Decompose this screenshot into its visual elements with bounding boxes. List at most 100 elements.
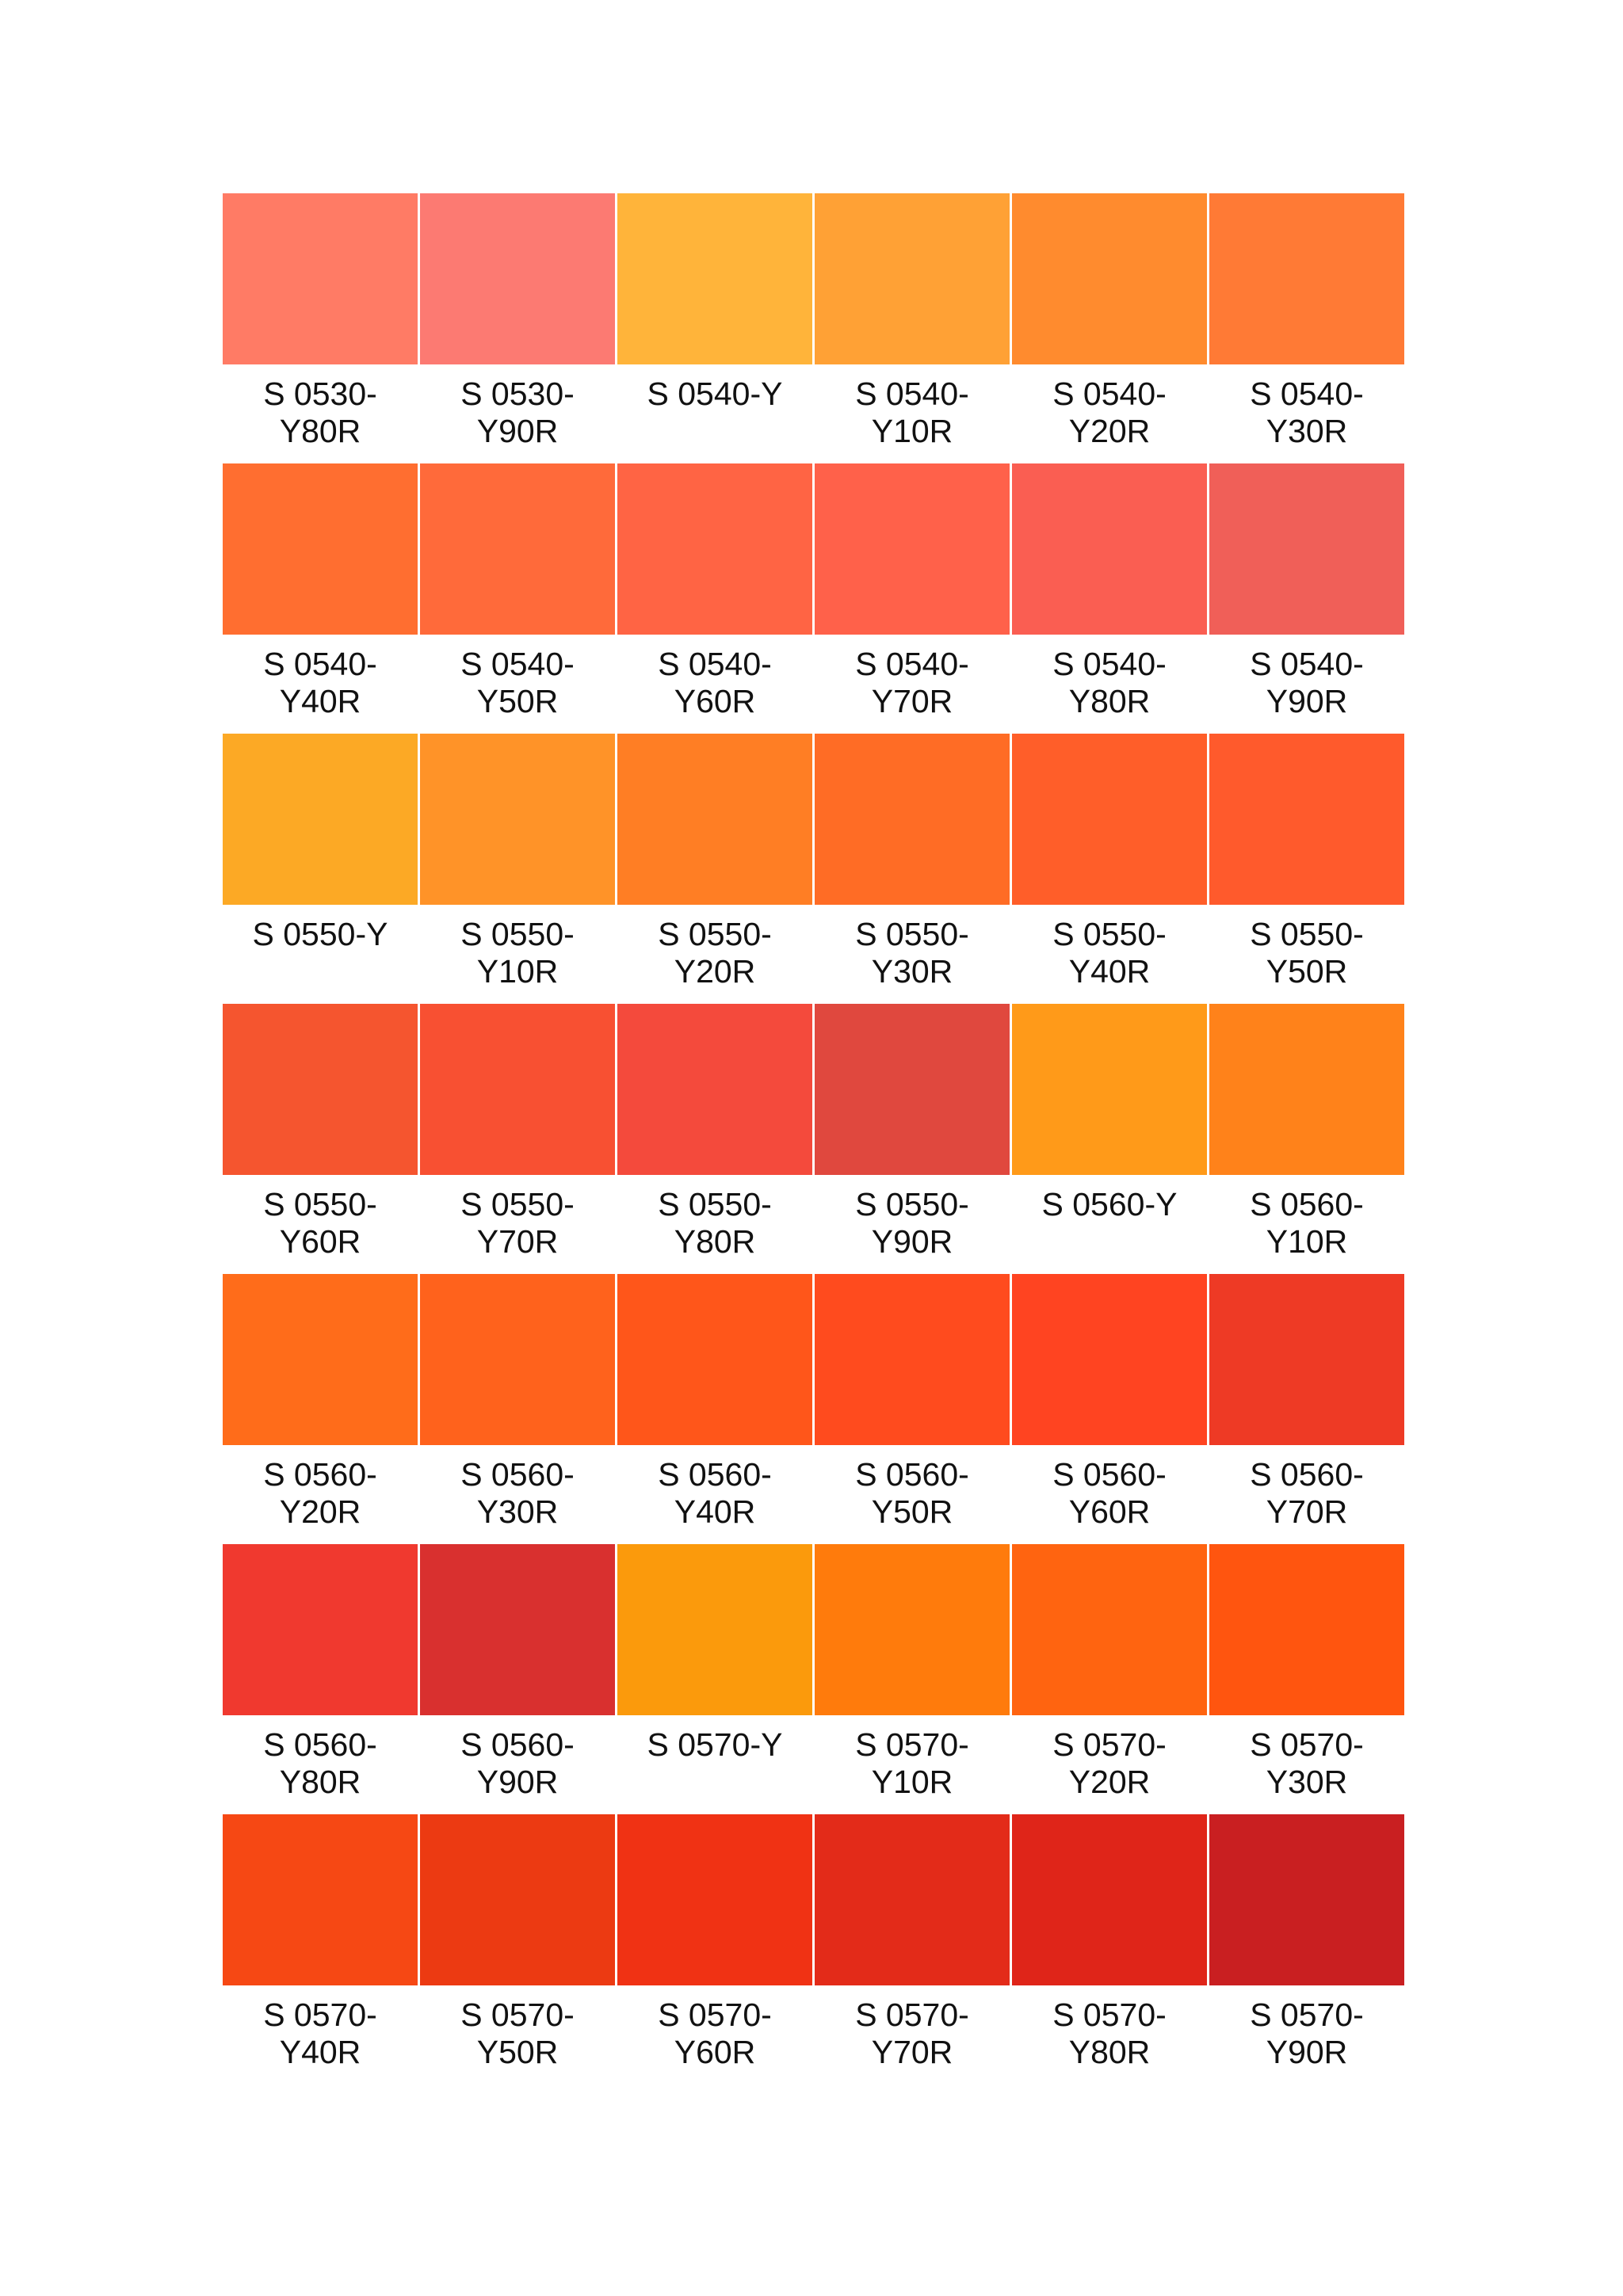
- swatch-label: S 0540-Y60R: [658, 646, 772, 719]
- swatch-label: S 0540-Y50R: [460, 646, 575, 719]
- swatch-label: S 0570-Y60R: [658, 1997, 772, 2070]
- color-swatch: [420, 734, 615, 905]
- swatch-cell: S 0540-Y50R: [420, 463, 615, 734]
- color-swatch: [617, 1004, 812, 1175]
- swatch-label: S 0560-Y80R: [263, 1726, 377, 1800]
- color-swatch: [1012, 1544, 1207, 1715]
- swatch-label: S 0550-Y90R: [855, 1186, 969, 1260]
- swatch-label: S 0540-Y30R: [1250, 376, 1364, 449]
- swatch-label: S 0570-Y30R: [1250, 1726, 1364, 1800]
- swatch-cell: S 0560-Y20R: [223, 1274, 418, 1544]
- swatch-label: S 0550-Y70R: [460, 1186, 575, 1260]
- swatch-cell: S 0560-Y60R: [1012, 1274, 1207, 1544]
- swatch-cell: S 0540-Y70R: [815, 463, 1010, 734]
- color-swatch: [617, 1274, 812, 1445]
- swatch-label: S 0560-Y20R: [263, 1456, 377, 1530]
- swatch-cell: S 0540-Y40R: [223, 463, 418, 734]
- color-swatch: [420, 463, 615, 635]
- swatch-cell: S 0570-Y70R: [815, 1814, 1010, 2084]
- swatch-label: S 0570-Y70R: [855, 1997, 969, 2070]
- swatch-cell: S 0540-Y: [617, 193, 812, 463]
- swatch-cell: S 0540-Y80R: [1012, 463, 1207, 734]
- swatch-cell: S 0550-Y40R: [1012, 734, 1207, 1004]
- swatch-cell: S 0540-Y90R: [1209, 463, 1404, 734]
- swatch-cell: S 0560-Y50R: [815, 1274, 1010, 1544]
- swatch-label: S 0560-Y40R: [658, 1456, 772, 1530]
- swatch-label: S 0560-Y: [1041, 1186, 1178, 1222]
- color-swatch: [1209, 463, 1404, 635]
- swatch-grid: S 0530-Y80R S 0530-Y90R S 0540-Y S 0540-Y10…: [223, 193, 1404, 2084]
- swatch-label: S 0570-Y10R: [855, 1726, 969, 1800]
- swatch-label: S 0570-Y50R: [460, 1997, 575, 2070]
- color-swatch: [617, 1814, 812, 1985]
- color-swatch: [1012, 1814, 1207, 1985]
- swatch-label: S 0560-Y70R: [1250, 1456, 1364, 1530]
- swatch-cell: S 0570-Y90R: [1209, 1814, 1404, 2084]
- swatch-label: S 0560-Y50R: [855, 1456, 969, 1530]
- swatch-cell: S 0540-Y60R: [617, 463, 812, 734]
- color-swatch: [1012, 1004, 1207, 1175]
- swatch-cell: S 0530-Y80R: [223, 193, 418, 463]
- color-swatch: [815, 1004, 1010, 1175]
- swatch-cell: S 0540-Y10R: [815, 193, 1010, 463]
- swatch-cell: S 0550-Y10R: [420, 734, 615, 1004]
- color-swatch: [617, 193, 812, 364]
- swatch-label: S 0540-Y40R: [263, 646, 377, 719]
- color-swatch: [1209, 1814, 1404, 1985]
- swatch-label: S 0570-Y: [647, 1726, 783, 1763]
- color-swatch: [223, 1274, 418, 1445]
- color-swatch: [815, 734, 1010, 905]
- swatch-cell: S 0550-Y60R: [223, 1004, 418, 1274]
- swatch-cell: S 0570-Y80R: [1012, 1814, 1207, 2084]
- color-swatch: [1209, 1004, 1404, 1175]
- swatch-cell: S 0570-Y30R: [1209, 1544, 1404, 1814]
- swatch-cell: S 0570-Y10R: [815, 1544, 1010, 1814]
- color-swatch: [815, 463, 1010, 635]
- color-swatch: [420, 1544, 615, 1715]
- color-swatch: [617, 463, 812, 635]
- color-swatch: [617, 1544, 812, 1715]
- swatch-cell: S 0570-Y40R: [223, 1814, 418, 2084]
- swatch-label: S 0550-Y60R: [263, 1186, 377, 1260]
- swatch-label: S 0570-Y90R: [1250, 1997, 1364, 2070]
- color-swatch: [223, 193, 418, 364]
- swatch-cell: S 0570-Y60R: [617, 1814, 812, 2084]
- color-swatch: [223, 1814, 418, 1985]
- swatch-cell: S 0570-Y20R: [1012, 1544, 1207, 1814]
- swatch-label: S 0550-Y20R: [658, 916, 772, 990]
- color-swatch: [815, 1814, 1010, 1985]
- swatch-label: S 0550-Y40R: [1052, 916, 1167, 990]
- swatch-label: S 0570-Y20R: [1052, 1726, 1167, 1800]
- color-swatch: [815, 193, 1010, 364]
- color-swatch: [223, 463, 418, 635]
- swatch-label: S 0550-Y10R: [460, 916, 575, 990]
- swatch-label: S 0570-Y40R: [263, 1997, 377, 2070]
- swatch-cell: S 0570-Y50R: [420, 1814, 615, 2084]
- swatch-cell: S 0550-Y30R: [815, 734, 1010, 1004]
- color-swatch: [1012, 463, 1207, 635]
- swatch-cell: S 0550-Y: [223, 734, 418, 1004]
- swatch-cell: S 0540-Y30R: [1209, 193, 1404, 463]
- color-swatch: [1012, 734, 1207, 905]
- swatch-cell: S 0550-Y90R: [815, 1004, 1010, 1274]
- swatch-cell: S 0560-Y80R: [223, 1544, 418, 1814]
- color-swatch: [420, 1004, 615, 1175]
- swatch-cell: S 0560-Y: [1012, 1004, 1207, 1274]
- color-swatch: [617, 734, 812, 905]
- swatch-cell: S 0550-Y50R: [1209, 734, 1404, 1004]
- swatch-label: S 0570-Y80R: [1052, 1997, 1167, 2070]
- swatch-cell: S 0530-Y90R: [420, 193, 615, 463]
- swatch-label: S 0540-Y80R: [1052, 646, 1167, 719]
- color-swatch: [1209, 193, 1404, 364]
- color-swatch: [1012, 193, 1207, 364]
- color-swatch: [223, 1544, 418, 1715]
- swatch-label: S 0540-Y10R: [855, 376, 969, 449]
- swatch-cell: S 0560-Y70R: [1209, 1274, 1404, 1544]
- swatch-cell: S 0550-Y20R: [617, 734, 812, 1004]
- color-swatch: [815, 1544, 1010, 1715]
- swatch-label: S 0560-Y60R: [1052, 1456, 1167, 1530]
- color-swatch: [1209, 1274, 1404, 1445]
- color-swatch: [420, 1274, 615, 1445]
- swatch-cell: S 0570-Y: [617, 1544, 812, 1814]
